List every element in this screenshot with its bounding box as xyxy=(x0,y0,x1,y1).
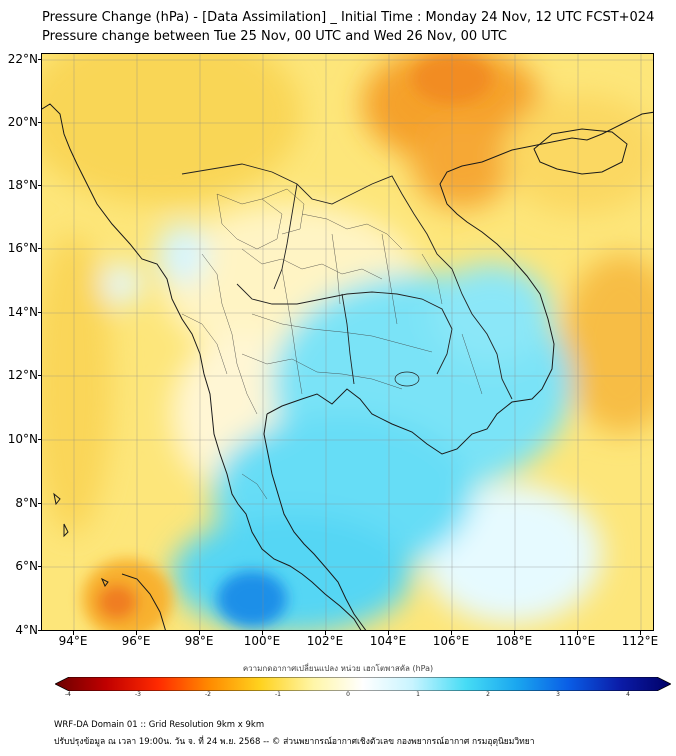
colorbar-tick: 4 xyxy=(626,691,630,698)
lon-tick xyxy=(73,631,74,635)
lat-tick xyxy=(38,503,42,504)
lon-label: 108°E xyxy=(495,634,533,648)
lat-label: 4°N xyxy=(15,623,38,637)
colorbar xyxy=(55,677,671,691)
lon-label: 98°E xyxy=(184,634,214,648)
lon-tick xyxy=(577,631,578,635)
colorbar-label: ความกดอากาศเปลี่ยนแปลง หน่วย เฮกโตพาสคัล… xyxy=(242,664,434,673)
lon-label: 104°E xyxy=(369,634,407,648)
map-subtitle: Pressure change between Tue 25 Nov, 00 U… xyxy=(42,29,508,44)
lon-tick xyxy=(325,631,326,635)
lat-label: 22°N xyxy=(7,52,38,66)
lon-tick xyxy=(136,631,137,635)
lon-tick xyxy=(514,631,515,635)
colorbar-tick: -3 xyxy=(135,691,141,698)
lat-label: 12°N xyxy=(7,368,38,382)
colorbar-tick: 3 xyxy=(556,691,560,698)
lat-label: 16°N xyxy=(7,241,38,255)
lon-label: 106°E xyxy=(432,634,470,648)
colorbar-tick: -2 xyxy=(205,691,211,698)
lat-tick xyxy=(38,248,42,249)
lat-tick xyxy=(38,312,42,313)
pressure-field-shading xyxy=(42,54,653,630)
colorbar-gradient xyxy=(55,677,671,691)
lon-tick xyxy=(640,631,641,635)
pressure-change-map xyxy=(41,53,654,631)
pressure-field-extremes xyxy=(82,54,492,630)
update-credit: ปรับปรุงข้อมูล ณ เวลา 19:00น. วัน จ. ที่… xyxy=(54,737,535,747)
map-title: Pressure Change (hPa) - [Data Assimilati… xyxy=(42,10,655,25)
lon-label: 94°E xyxy=(58,634,88,648)
lat-tick xyxy=(38,185,42,186)
lon-label: 102°E xyxy=(306,634,344,648)
lat-label: 8°N xyxy=(15,496,38,510)
lon-label: 96°E xyxy=(121,634,151,648)
lat-label: 6°N xyxy=(15,559,38,573)
graticule xyxy=(42,54,653,630)
lon-label: 112°E xyxy=(621,634,659,648)
colorbar-tick: 0 xyxy=(346,691,350,698)
colorbar-tick: -1 xyxy=(275,691,281,698)
lon-label: 110°E xyxy=(558,634,596,648)
lon-tick xyxy=(262,631,263,635)
lat-label: 14°N xyxy=(7,305,38,319)
lon-tick xyxy=(451,631,452,635)
colorbar-tick: -4 xyxy=(65,691,71,698)
lat-tick xyxy=(38,566,42,567)
map-canvas xyxy=(42,54,653,630)
lat-tick xyxy=(38,59,42,60)
country-borders xyxy=(181,163,513,400)
lat-label: 18°N xyxy=(7,178,38,192)
lat-tick xyxy=(38,630,42,631)
colorbar-tick: 1 xyxy=(416,691,420,698)
tonle-sap-lake xyxy=(394,371,420,387)
colorbar-tick: 2 xyxy=(486,691,490,698)
lon-tick xyxy=(199,631,200,635)
model-info: WRF-DA Domain 01 :: Grid Resolution 9km … xyxy=(54,720,265,730)
lat-label: 10°N xyxy=(7,432,38,446)
lat-tick xyxy=(38,439,42,440)
province-borders xyxy=(181,188,483,500)
coastlines xyxy=(42,103,653,630)
lat-tick xyxy=(38,375,42,376)
lon-tick xyxy=(388,631,389,635)
lat-tick xyxy=(38,122,42,123)
lat-label: 20°N xyxy=(7,115,38,129)
lon-label: 100°E xyxy=(243,634,281,648)
